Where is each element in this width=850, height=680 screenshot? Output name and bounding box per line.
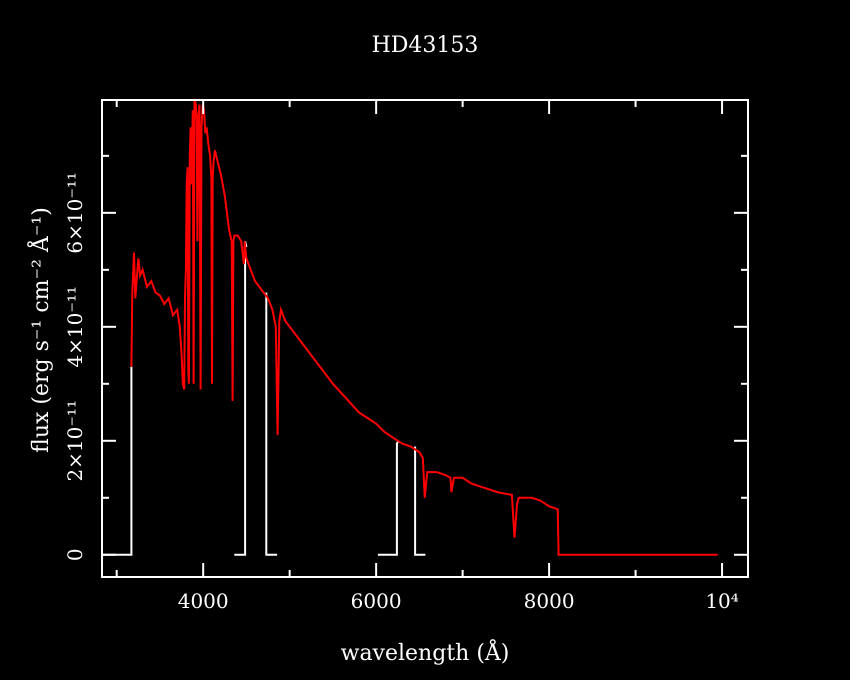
y-tick-label: 6×10⁻¹¹ bbox=[63, 172, 87, 254]
y-axis-label: flux (erg s⁻¹ cm⁻² Å⁻¹) bbox=[26, 207, 54, 453]
white-trace-segment-2 bbox=[265, 292, 278, 556]
tick-layer: 4000 6000 8000 10⁴ 0 2×10⁻¹¹ 4×10⁻¹¹ 6×10⁻¹¹ bbox=[63, 100, 748, 613]
plot-frame bbox=[101, 99, 749, 578]
red-spectrum-segment-0 bbox=[130, 98, 718, 556]
x-tick-label: 6000 bbox=[351, 589, 402, 613]
chart-title: HD43153 bbox=[372, 33, 479, 58]
x-tick-label: 8000 bbox=[524, 589, 575, 613]
y-tick-label: 4×10⁻¹¹ bbox=[63, 286, 87, 368]
x-axis-label: wavelength (Å) bbox=[341, 638, 510, 666]
white-trace-segment-3 bbox=[377, 440, 400, 556]
y-tick-label: 2×10⁻¹¹ bbox=[63, 400, 87, 482]
x-tick-label: 10⁴ bbox=[705, 589, 738, 613]
y-tick-label: 0 bbox=[63, 548, 87, 561]
x-tick-label: 4000 bbox=[178, 589, 229, 613]
white-trace-segment-4 bbox=[414, 446, 426, 556]
